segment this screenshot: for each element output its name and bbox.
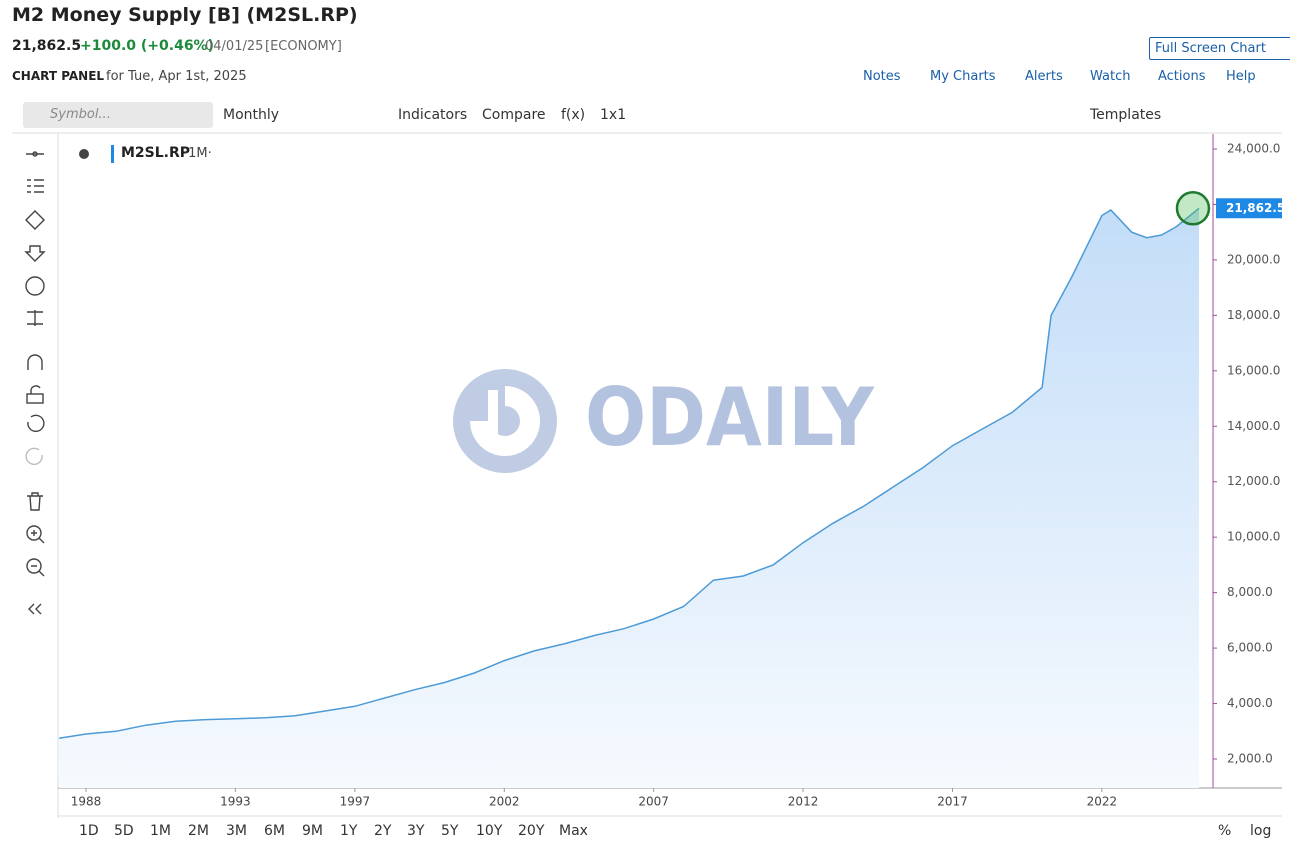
period-button[interactable]: 3Y (407, 823, 425, 839)
watermark-logo (453, 369, 557, 473)
period-button[interactable]: Max (559, 823, 588, 839)
x-tick-label: 1993 (220, 795, 251, 809)
nav-item[interactable]: Help (1226, 69, 1256, 84)
scale-option[interactable]: log (1250, 823, 1272, 839)
period-button[interactable]: 5Y (441, 823, 459, 839)
period-button[interactable]: 9M (302, 823, 323, 839)
nav-item[interactable]: My Charts (930, 69, 996, 84)
period-button[interactable]: 3M (226, 823, 247, 839)
period-button[interactable]: 6M (264, 823, 285, 839)
x-tick-label: 2002 (489, 795, 520, 809)
exchange: [ECONOMY] (265, 39, 342, 54)
line (58, 207, 1200, 739)
y-tick-label: 16,000.0 (1227, 363, 1280, 377)
y-tick-label: 24,000.0 (1227, 142, 1280, 156)
x-tick-label: 2012 (788, 795, 819, 809)
templates-button[interactable]: Templates (1090, 107, 1162, 123)
y-tick-label: 6,000.0 (1227, 641, 1273, 655)
symbol-input[interactable]: Symbol... (50, 107, 111, 122)
panel-label: CHART PANEL (12, 69, 105, 83)
y-tick-label: 12,000.0 (1227, 474, 1280, 488)
nav-item[interactable]: Notes (863, 69, 901, 84)
scale-option[interactable]: % (1218, 823, 1232, 839)
price-marker-label: 21,862.5 (1226, 201, 1285, 215)
period-button[interactable]: 1Y (340, 823, 358, 839)
y-tick-label: 18,000.0 (1227, 308, 1280, 322)
period-button[interactable]: 20Y (518, 823, 545, 839)
legend-symbol: M2SL.RP (121, 145, 191, 161)
layout-button[interactable]: 1x1 (600, 107, 627, 123)
x-tick-label: 2017 (937, 795, 968, 809)
y-tick-label: 2,000.0 (1227, 751, 1273, 765)
x-tick-label: 1997 (340, 795, 371, 809)
price-marker (1216, 198, 1282, 219)
price-change: +100.0 (+0.46%) (80, 38, 214, 54)
nav-item[interactable]: Actions (1158, 69, 1206, 84)
search-box[interactable] (23, 102, 213, 128)
panel-date: for Tue, Apr 1st, 2025 (106, 69, 247, 84)
fx-button[interactable]: f(x) (561, 107, 586, 123)
period-button[interactable]: 2M (188, 823, 209, 839)
tool-icons (24, 151, 46, 615)
page-title: M2 Money Supply [B] (M2SL.RP) (12, 4, 358, 26)
x-tick-label: 1988 (71, 795, 102, 809)
last-price: 21,862.5 (12, 38, 82, 54)
compare-button[interactable]: Compare (482, 107, 546, 123)
period-button[interactable]: 1D (79, 823, 99, 839)
period-button[interactable]: 1M (150, 823, 171, 839)
period-button[interactable]: 10Y (476, 823, 503, 839)
watermark: ODAILY (585, 371, 875, 464)
y-tick-label: 8,000.0 (1227, 585, 1273, 599)
x-tick-label: 2022 (1087, 795, 1118, 809)
nav-item[interactable]: Watch (1090, 69, 1131, 84)
interval-select[interactable]: Monthly (223, 107, 280, 123)
y-tick-label: 20,000.0 (1227, 252, 1280, 266)
x-tick-label: 2007 (638, 795, 669, 809)
nav-item[interactable]: Alerts (1025, 69, 1063, 84)
legend-interval: ·1M· (184, 146, 212, 161)
period-button[interactable]: 2Y (374, 823, 392, 839)
highlight-circle (1175, 191, 1211, 226)
full-screen-button[interactable]: Full Screen Chart (1149, 37, 1290, 60)
y-tick-label: 14,000.0 (1227, 419, 1280, 433)
indicators-button[interactable]: Indicators (398, 107, 468, 123)
y-tick-label: 10,000.0 (1227, 530, 1280, 544)
area-fill (59, 208, 1200, 789)
price-date: 04/01/25 (205, 39, 264, 54)
y-tick-label: 4,000.0 (1227, 696, 1273, 710)
period-button[interactable]: 5D (114, 823, 134, 839)
